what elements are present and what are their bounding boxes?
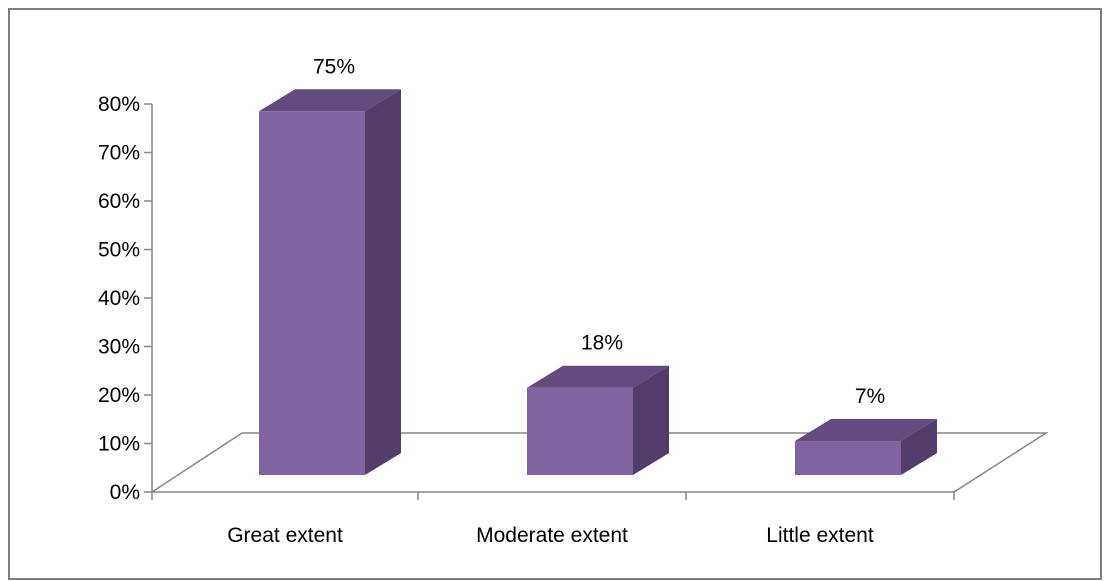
- bar-front-face: [259, 111, 365, 475]
- y-tick-label: 60%: [98, 190, 140, 213]
- bar-little-extent: [795, 419, 937, 475]
- y-tick-label: 70%: [98, 142, 140, 165]
- y-tick-label: 10%: [98, 433, 140, 456]
- bar-side-face: [901, 419, 937, 475]
- bar-front-face: [527, 387, 633, 475]
- y-axis: 0% 10% 20% 30% 40% 50% 60% 70% 80%: [98, 93, 955, 504]
- x-category-label: Little extent: [766, 524, 874, 547]
- y-tick-label: 40%: [98, 287, 140, 310]
- y-tick-label: 30%: [98, 336, 140, 359]
- bar-moderate-extent: [527, 365, 669, 475]
- bar-side-face: [365, 89, 401, 475]
- bar-top-face: [795, 419, 937, 442]
- x-category-label: Moderate extent: [476, 524, 628, 547]
- bar-great-extent: [259, 89, 401, 475]
- x-category-label: Great extent: [227, 524, 343, 547]
- y-tick-label: 50%: [98, 239, 140, 262]
- bar-top-face: [527, 365, 669, 388]
- bar-side-face: [633, 365, 669, 475]
- chart-frame-border: [8, 8, 1102, 580]
- bars: [259, 89, 937, 475]
- data-label: 7%: [855, 385, 885, 408]
- bar-top-face: [259, 89, 401, 112]
- y-tick-label: 80%: [98, 93, 140, 116]
- bar-front-face: [795, 441, 901, 475]
- y-tick-label: 0%: [110, 481, 140, 504]
- data-label: 18%: [581, 332, 623, 355]
- y-tick-label: 20%: [98, 384, 140, 407]
- labels: 75% Great extent 18% Moderate extent 7% Littl…: [227, 55, 885, 547]
- data-label: 75%: [313, 55, 355, 78]
